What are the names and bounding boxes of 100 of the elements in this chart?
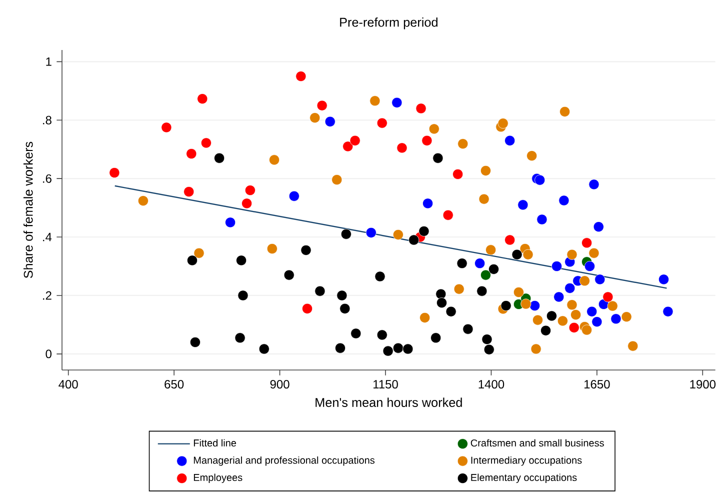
point — [566, 300, 578, 310]
point — [300, 244, 312, 256]
point — [480, 270, 491, 280]
point — [200, 138, 212, 148]
x-tick-label: 900 — [270, 380, 290, 389]
point — [225, 217, 236, 228]
point — [566, 249, 578, 260]
point — [522, 249, 534, 260]
point — [610, 314, 622, 324]
point — [586, 306, 598, 317]
point — [512, 249, 522, 260]
point — [436, 288, 446, 300]
point — [408, 234, 420, 246]
point — [568, 322, 580, 333]
point — [420, 312, 430, 323]
x-tick-label: 1400 — [478, 380, 504, 389]
point — [430, 332, 442, 344]
point — [504, 135, 516, 146]
point — [242, 198, 252, 209]
point — [392, 342, 404, 354]
point — [418, 226, 430, 236]
point — [488, 264, 500, 274]
point — [582, 238, 592, 248]
y-tick-label: .4 — [43, 232, 52, 242]
point — [621, 312, 632, 322]
point — [594, 274, 606, 285]
point — [244, 185, 256, 196]
point — [534, 174, 546, 186]
point — [520, 298, 532, 310]
point — [350, 135, 360, 146]
point — [314, 286, 326, 296]
point — [138, 196, 148, 206]
point — [478, 194, 490, 204]
point — [342, 141, 354, 152]
point — [332, 174, 342, 186]
x-tick-label: 400 — [58, 380, 78, 389]
legend-label: Craftsmen and small business — [470, 439, 604, 447]
legend-label: Intermediary occupations — [471, 456, 582, 466]
point — [602, 292, 614, 302]
point — [588, 248, 600, 258]
point — [504, 234, 516, 246]
point — [518, 200, 528, 210]
legend-label: Managerial and professional occupations — [194, 456, 375, 466]
point — [436, 298, 448, 308]
point — [584, 260, 596, 272]
point — [416, 103, 426, 114]
point — [592, 316, 602, 328]
point — [382, 346, 394, 356]
x-axis-title: Men's mean hours worked — [316, 398, 462, 407]
point — [628, 340, 638, 352]
point — [428, 124, 440, 134]
point — [560, 106, 570, 117]
point — [184, 186, 194, 197]
point — [296, 71, 306, 82]
point — [500, 300, 512, 311]
point — [554, 292, 564, 302]
point — [396, 142, 408, 154]
y-tick-label: .6 — [43, 174, 52, 183]
point — [540, 325, 552, 336]
point — [376, 118, 388, 128]
point — [532, 314, 543, 326]
point — [498, 118, 508, 129]
point — [234, 332, 246, 344]
x-tick-label: 650 — [164, 380, 184, 389]
point — [658, 274, 670, 285]
point — [579, 276, 590, 286]
point — [582, 324, 592, 336]
point — [476, 286, 488, 296]
point — [530, 344, 542, 354]
point — [340, 228, 352, 240]
point — [456, 258, 468, 269]
point — [446, 306, 456, 317]
x-tick-label: 1150 — [374, 380, 398, 389]
point — [316, 100, 328, 111]
point — [392, 229, 404, 240]
point — [593, 222, 604, 232]
legend-label: Fitted line — [194, 439, 236, 447]
point — [480, 165, 491, 176]
point — [558, 195, 570, 206]
point — [197, 94, 208, 104]
legend-label: Elementary occupations — [471, 474, 577, 483]
point — [422, 135, 432, 146]
point — [454, 284, 464, 294]
point — [310, 112, 320, 124]
point — [526, 150, 538, 162]
legend-label: Employees — [194, 474, 242, 483]
point — [530, 300, 540, 311]
point — [482, 334, 492, 345]
y-tick-label: .8 — [43, 116, 52, 124]
point — [551, 260, 562, 272]
point — [422, 198, 434, 209]
point — [366, 227, 376, 238]
point — [186, 148, 197, 160]
point — [284, 270, 294, 280]
point — [546, 310, 557, 322]
point — [513, 286, 524, 298]
y-tick-label: .2 — [43, 291, 52, 300]
y-tick-label: 0 — [46, 350, 52, 358]
point — [258, 344, 270, 354]
point — [452, 168, 464, 180]
